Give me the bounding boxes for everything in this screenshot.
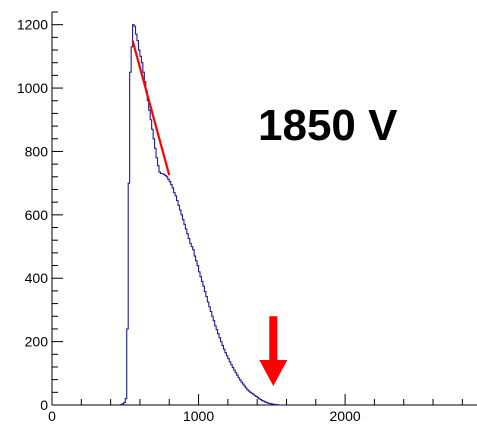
y-tick-label: 200 (25, 334, 49, 350)
x-tick-label: 0 (48, 408, 56, 424)
arrow-shape (259, 316, 288, 386)
voltage-annotation: 1850 V (258, 101, 398, 150)
fit-line (131, 40, 171, 176)
plot-frame (51, 12, 477, 406)
y-tick-label: 400 (25, 270, 49, 286)
x-tick-label: 1000 (183, 408, 214, 424)
arrow-annotation (259, 316, 288, 386)
y-tick-label: 800 (25, 143, 49, 159)
y-tick-label: 1000 (17, 80, 48, 96)
x-tick-label: 2000 (330, 408, 361, 424)
y-tick-label: 600 (25, 207, 49, 223)
minor-ticks (52, 11, 463, 405)
y-tick-label: 0 (40, 397, 48, 413)
x-ticks: 0 1000 2000 (48, 394, 361, 424)
y-tick-label: 1200 (17, 17, 48, 33)
y-ticks: 0 200 400 600 800 1000 1200 (17, 17, 63, 413)
